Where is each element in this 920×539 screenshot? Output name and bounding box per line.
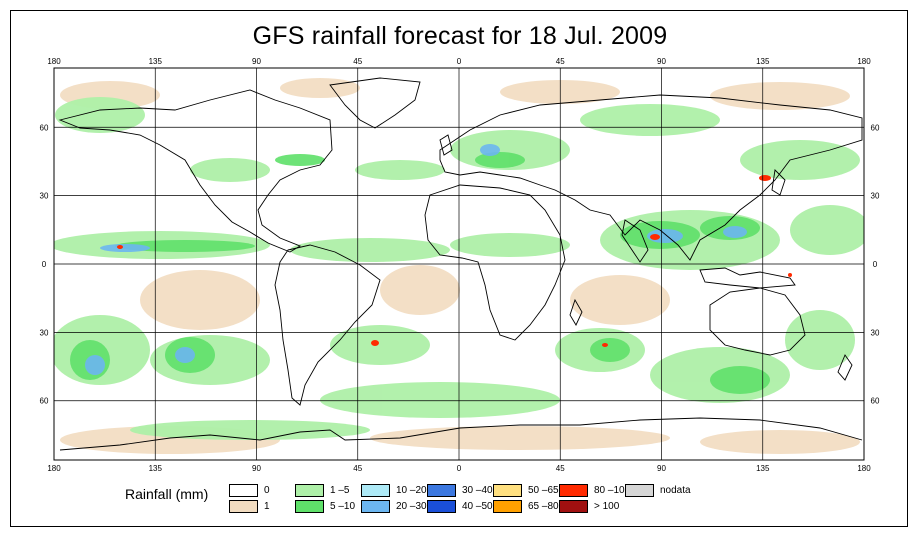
antarctica-outline (59, 417, 863, 451)
lon-label-top: 180 (47, 57, 61, 66)
legend-item: nodata (625, 484, 691, 497)
axis-labels: 180 180 135 135 90 90 45 45 0 0 45 45 90 90 135 135 180 1… (40, 57, 880, 473)
legend-swatch (493, 484, 522, 497)
legend-item: 65 –80 (493, 500, 559, 513)
lon-label-top: 135 (756, 57, 770, 66)
lat-label-right: 30 (871, 328, 880, 337)
legend-label: 80 –100 (594, 485, 631, 496)
madagascar-outline (569, 298, 583, 326)
lon-label-top: 0 (457, 57, 462, 66)
legend-item: > 100 (559, 500, 619, 513)
legend-item: 0 (229, 484, 270, 497)
graticule (54, 68, 864, 460)
map-border (53, 67, 865, 461)
map-title: GFS rainfall forecast for 18 Jul. 2009 (252, 22, 668, 50)
legend-swatch (229, 500, 258, 513)
lon-label-bottom: 0 (457, 464, 462, 473)
australia-outline (709, 287, 806, 356)
legend-swatch (559, 484, 588, 497)
eurasia-outline (439, 94, 863, 261)
legend-label: 1 –5 (330, 485, 350, 496)
legend-label: nodata (660, 485, 691, 496)
north-america-outline (58, 89, 333, 253)
legend-title: Rainfall (mm) (125, 486, 209, 502)
lon-label-bottom: 180 (857, 464, 871, 473)
indonesia-outline (699, 267, 796, 289)
rain-band-heavy (85, 144, 747, 375)
lon-label-bottom: 135 (149, 464, 163, 473)
legend-item: 50 –65 (493, 484, 559, 497)
rainfall-field (54, 78, 864, 454)
legend-swatch (295, 500, 324, 513)
legend-label: 50 –65 (528, 485, 559, 496)
legend-swatch (229, 484, 258, 497)
lon-label-top: 180 (857, 57, 871, 66)
lat-label-left: 60 (40, 397, 49, 406)
lon-label-top: 90 (657, 57, 666, 66)
legend-item: 1 –5 (295, 484, 349, 497)
lon-label-top: 45 (353, 57, 362, 66)
legend-swatch (427, 500, 456, 513)
legend-swatch (427, 484, 456, 497)
lat-label-right: 60 (871, 397, 880, 406)
lat-label-left: 60 (40, 123, 49, 132)
lat-label-left: 0 (42, 260, 47, 269)
legend-item: 10 –20 (361, 484, 427, 497)
japan-outline (771, 169, 786, 196)
rain-cells-intense (117, 175, 792, 347)
legend-item: 80 –100 (559, 484, 630, 497)
legend-swatch (361, 500, 390, 513)
lat-label-right: 60 (871, 123, 880, 132)
lat-label-right: 0 (873, 260, 878, 269)
legend-swatch (361, 484, 390, 497)
legend-label: 1 (264, 501, 270, 512)
legend-label: 40 –50 (462, 501, 493, 512)
legend-item: 40 –50 (427, 500, 493, 513)
legend-item: 20 –30 (361, 500, 427, 513)
legend-item: 1 (229, 500, 270, 513)
lon-label-top: 135 (149, 57, 163, 66)
coastlines (58, 77, 863, 451)
legend-label: 10 –20 (396, 485, 427, 496)
lon-label-bottom: 90 (252, 464, 261, 473)
figure-frame (10, 10, 908, 527)
legend-label: 30 –40 (462, 485, 493, 496)
new-zealand-outline (837, 354, 853, 381)
south-america-outline (274, 244, 381, 406)
legend-item: 5 –10 (295, 500, 355, 513)
lat-label-left: 30 (40, 328, 49, 337)
legend-label: 5 –10 (330, 501, 356, 512)
legend-label: > 100 (594, 501, 620, 512)
lon-label-bottom: 45 (353, 464, 362, 473)
legend-swatch (559, 500, 588, 513)
lon-label-bottom: 180 (47, 464, 61, 473)
legend-item: 30 –40 (427, 484, 493, 497)
lat-label-left: 30 (40, 192, 49, 201)
legend-swatch (493, 500, 522, 513)
lon-label-top: 90 (252, 57, 261, 66)
uk-outline (439, 134, 453, 156)
lon-label-bottom: 45 (556, 464, 565, 473)
legend-label: 65 –80 (528, 501, 559, 512)
legend-swatch (295, 484, 324, 497)
legend-swatch (625, 484, 654, 497)
lat-label-right: 30 (871, 192, 880, 201)
legend-label: 20 –30 (396, 501, 427, 512)
lon-label-bottom: 135 (756, 464, 770, 473)
lon-label-top: 45 (556, 57, 565, 66)
greenland-outline (329, 77, 421, 129)
legend-label: 0 (264, 485, 270, 496)
rain-band-arctic (60, 78, 860, 454)
india-outline (621, 219, 649, 263)
lon-label-bottom: 90 (657, 464, 666, 473)
